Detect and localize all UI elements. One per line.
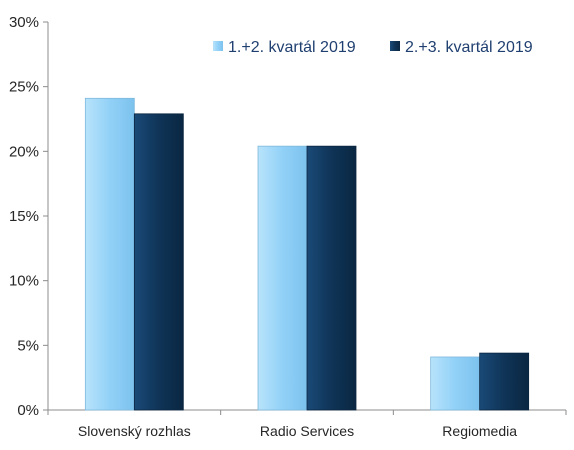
y-tick-label: 25% [9, 79, 39, 96]
x-tick-label: Slovenský rozhlas [78, 423, 191, 439]
y-tick-label: 20% [9, 143, 39, 160]
x-tick-label: Regiomedia [442, 423, 517, 439]
bar-series-2-3 [479, 352, 530, 411]
y-tick-label: 30% [9, 14, 39, 31]
bar-series-2-2 [306, 145, 357, 411]
y-tick-label: 0% [17, 402, 39, 419]
y-tick-label: 15% [9, 208, 39, 225]
x-tick-label: Radio Services [260, 423, 354, 439]
bar-series-1-2 [257, 145, 308, 411]
legend-swatch-1 [213, 41, 223, 51]
legend-label-2: 2.+3. kvartál 2019 [405, 39, 533, 56]
y-tick-label: 10% [9, 273, 39, 290]
bar-series-2-1 [133, 113, 184, 411]
legend: 1.+2. kvartál 2019 2.+3. kvartál 2019 [213, 39, 533, 56]
bar-series-1-3 [430, 356, 481, 411]
bar-series-1-1 [84, 97, 135, 411]
legend-label-1: 1.+2. kvartál 2019 [228, 39, 356, 56]
y-tick-label: 5% [17, 337, 39, 354]
bars [84, 97, 530, 411]
y-axis: 0% 5% 10% 15% 20% 25% 30% [9, 14, 49, 419]
x-axis: Slovenský rozhlas Radio Services Regiomedi… [47, 409, 567, 439]
legend-swatch-2 [390, 41, 400, 51]
